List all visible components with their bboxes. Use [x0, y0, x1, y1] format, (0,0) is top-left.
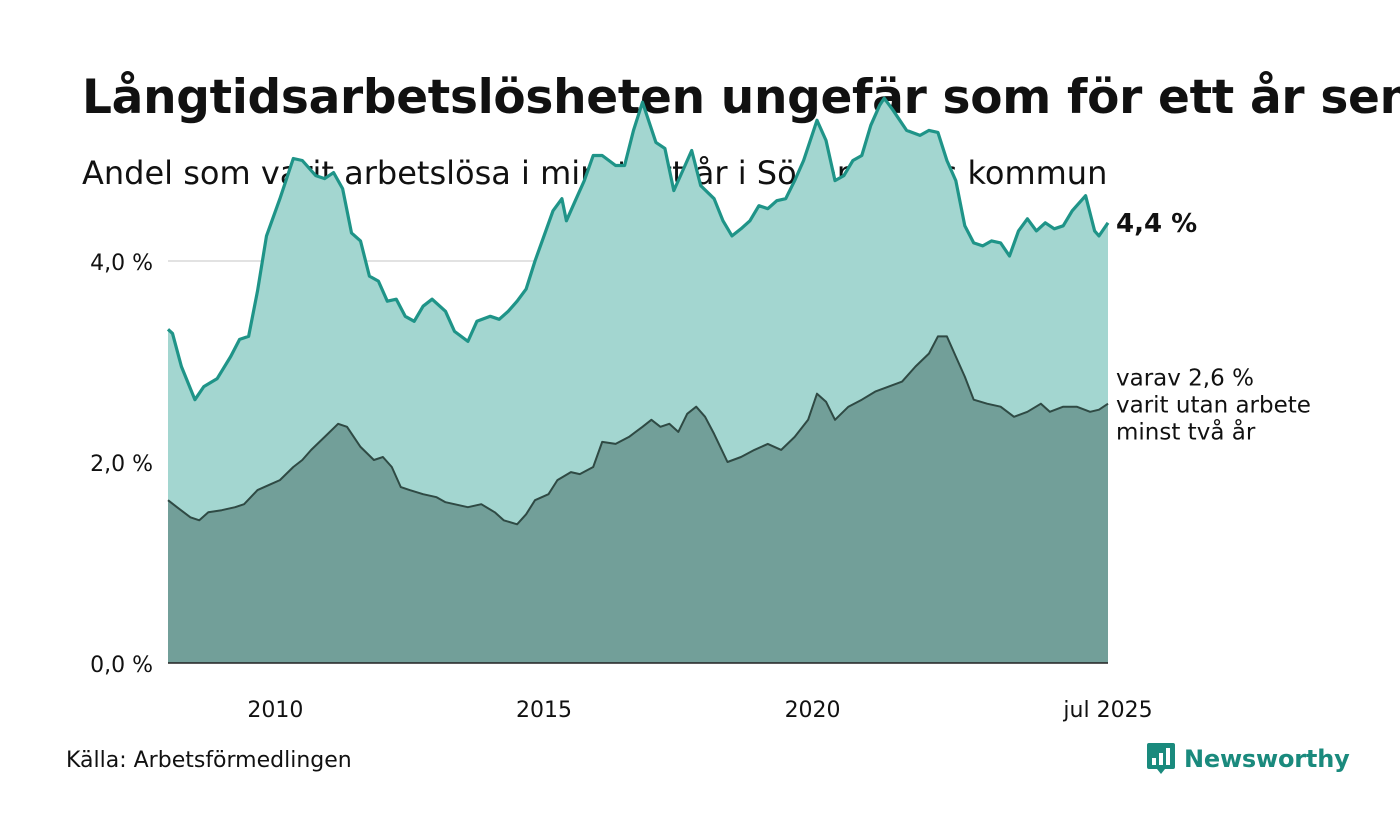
x-tick-label: 2010 — [247, 698, 303, 723]
series-lines — [166, 96, 1110, 526]
brand-logo[interactable]: Newsworthy — [1146, 742, 1350, 776]
source-note: Källa: Arbetsförmedlingen — [66, 748, 352, 773]
series-line-total — [166, 96, 1110, 402]
y-tick-label: 4,0 % — [90, 251, 153, 276]
x-tick-label: 2015 — [516, 698, 572, 723]
brand-name: Newsworthy — [1184, 745, 1350, 773]
end-label-over_two_years-line: varav 2,6 % — [1116, 366, 1254, 392]
end-label-total: 4,4 % — [1116, 209, 1197, 239]
end-label-over_two_years-line: varit utan arbete — [1116, 393, 1311, 419]
y-tick-label: 2,0 % — [90, 452, 153, 477]
series-areas — [168, 98, 1108, 663]
bar-chart-speech-bubble-icon — [1147, 743, 1175, 774]
chart-title: Långtidsarbetslösheten ungefär som för e… — [82, 70, 1400, 125]
y-tick-label: 0,0 % — [90, 653, 153, 678]
x-tick-label: jul 2025 — [1062, 698, 1152, 723]
series-area-over_two_years — [168, 336, 1108, 663]
x-tick-label: 2020 — [785, 698, 841, 723]
y-tick-labels: 0,0 % 2,0 % 4,0 % — [90, 251, 153, 678]
x-tick-labels: 2010 2015 2020 jul 2025 — [247, 698, 1152, 723]
end-label-over_two_years-line: minst två år — [1116, 418, 1256, 446]
series-line-over_two_years — [167, 335, 1109, 526]
